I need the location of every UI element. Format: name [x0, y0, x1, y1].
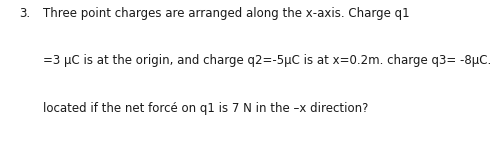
Text: Three point charges are arranged along the x-axis. Charge q1: Three point charges are arranged along t… — [43, 7, 410, 20]
Text: located if the net forcé on q1 is 7 N in the –x direction?: located if the net forcé on q1 is 7 N in… — [43, 102, 369, 114]
Text: 3.: 3. — [19, 7, 30, 20]
Text: =3 μC is at the origin, and charge q2=-5μC is at x=0.2m. charge q3= -8μC. where : =3 μC is at the origin, and charge q2=-5… — [43, 54, 494, 67]
